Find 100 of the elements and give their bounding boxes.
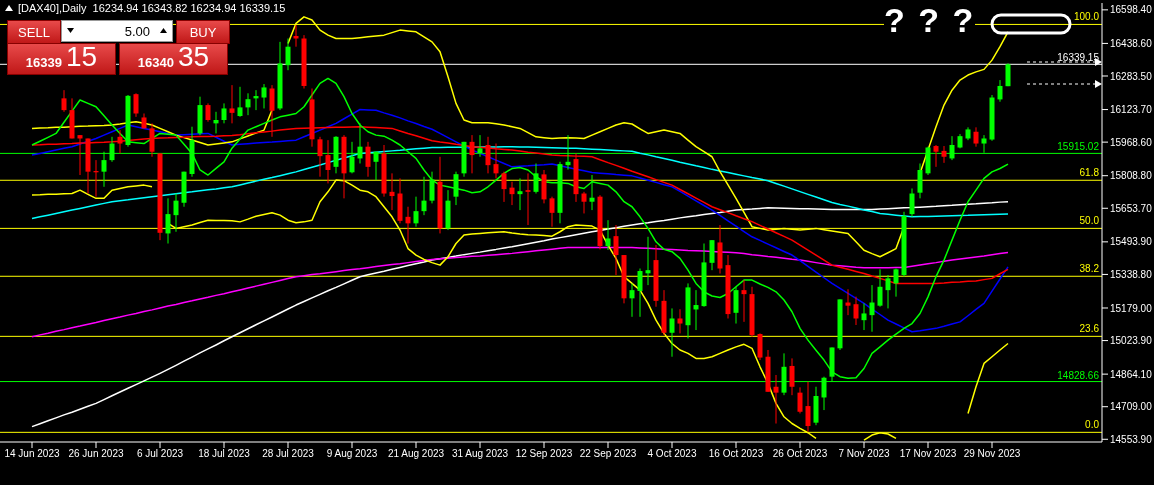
- candlestick: [613, 224, 619, 276]
- ref-line-label: 16339.15: [1057, 52, 1100, 64]
- ref-line-label: 15915.02: [1057, 141, 1100, 153]
- candlestick: [877, 268, 883, 308]
- candlestick: [637, 268, 643, 318]
- candlestick: [909, 187, 915, 218]
- candlestick: [845, 288, 851, 316]
- candlestick: [797, 386, 803, 414]
- candlestick: [317, 136, 323, 178]
- x-tick-label: 18 Jul 2023: [198, 448, 251, 460]
- x-tick-label: 31 Aug 2023: [451, 448, 509, 460]
- annotation: 23.6: [1079, 323, 1099, 336]
- chart-title: [DAX40],Daily: [18, 2, 87, 14]
- candlestick: [117, 129, 123, 154]
- x-tick-label: 26 Jun 2023: [68, 448, 124, 460]
- ref-line-label: 14828.66: [1057, 369, 1100, 381]
- candlestick: [389, 172, 395, 211]
- candlestick: [133, 92, 139, 118]
- candlestick: [709, 239, 715, 271]
- candlestick: [429, 171, 435, 204]
- candlestick: [789, 357, 795, 396]
- annotation: 35: [178, 41, 210, 72]
- x-tick-label: 12 Sep 2023: [515, 448, 573, 460]
- annotation: 100.0: [1073, 11, 1099, 24]
- annotation: 15: [66, 41, 98, 72]
- y-tick-label: 15653.70: [1110, 202, 1153, 214]
- candlestick: [493, 143, 499, 179]
- candlestick: [733, 286, 739, 325]
- candlestick: [365, 141, 371, 178]
- annotation: 50.0: [1079, 215, 1099, 228]
- x-tick-label: 26 Oct 2023: [772, 448, 828, 460]
- candlestick: [997, 79, 1003, 103]
- x-tick-label: 29 Nov 2023: [963, 448, 1021, 460]
- candlestick: [453, 171, 459, 206]
- candlestick: [869, 284, 875, 333]
- candlestick: [261, 83, 267, 109]
- x-tick-label: 14 Jun 2023: [4, 448, 60, 460]
- x-tick-label: 28 Jul 2023: [262, 448, 315, 460]
- candlestick: [629, 282, 635, 318]
- candlestick: [405, 206, 411, 244]
- annotation: 16340: [137, 55, 174, 70]
- candlestick: [605, 219, 611, 251]
- y-tick-label: 16598.40: [1110, 4, 1153, 16]
- candlestick: [285, 38, 291, 71]
- y-tick-label: 14553.90: [1110, 433, 1153, 445]
- annotation: 16339: [25, 55, 62, 70]
- annotation: 61.8: [1079, 167, 1099, 180]
- annotation: SELL: [7, 20, 61, 44]
- candlestick: [533, 162, 539, 195]
- y-tick-label: 14864.10: [1110, 368, 1153, 380]
- x-tick-label: 6 Jul 2023: [136, 448, 184, 460]
- y-tick-label: 16123.70: [1110, 104, 1153, 116]
- candlestick: [741, 279, 747, 323]
- y-tick-label: 16283.50: [1110, 70, 1153, 82]
- candlestick: [469, 134, 475, 174]
- candlestick: [549, 196, 555, 228]
- candlestick: [173, 193, 179, 233]
- y-tick-label: 15968.60: [1110, 136, 1153, 148]
- candlestick: [757, 332, 763, 361]
- annotation: 16234.94 16343.82 16234.94 16339.15: [92, 2, 286, 14]
- y-tick-label: 15338.80: [1110, 268, 1153, 280]
- candlestick: [861, 302, 867, 331]
- candlestick: [933, 144, 939, 168]
- candlestick: [941, 145, 947, 164]
- y-tick-label: 16438.60: [1110, 37, 1153, 49]
- candlestick: [917, 162, 923, 199]
- candlestick: [205, 102, 211, 123]
- candlestick: [669, 307, 675, 358]
- candlestick: [853, 296, 859, 326]
- candlestick: [885, 274, 891, 309]
- x-tick-label: 9 Aug 2023: [326, 448, 378, 460]
- x-tick-label: 21 Aug 2023: [387, 448, 445, 460]
- y-tick-label: 14709.00: [1110, 401, 1153, 413]
- x-tick-label: 22 Sep 2023: [579, 448, 637, 460]
- annotation: ? ? ?: [884, 1, 976, 39]
- candlestick: [589, 174, 595, 211]
- candlestick: [525, 172, 531, 226]
- y-tick-label: 15493.90: [1110, 236, 1153, 248]
- candlestick: [485, 136, 491, 174]
- text-field: 5.00: [61, 20, 173, 42]
- candlestick: [581, 191, 587, 214]
- candlestick: [221, 102, 227, 124]
- candlestick: [61, 89, 67, 113]
- y-tick-label: 15808.80: [1110, 170, 1153, 182]
- candlestick: [645, 236, 651, 286]
- annotation: 38.2: [1079, 263, 1099, 276]
- x-tick-label: 7 Nov 2023: [838, 448, 891, 460]
- candlestick: [693, 289, 699, 331]
- candlestick: [677, 308, 683, 334]
- candlestick: [805, 381, 811, 433]
- candlestick: [325, 139, 331, 184]
- candlestick: [245, 92, 251, 116]
- candlestick: [893, 268, 899, 298]
- candlestick: [509, 181, 515, 206]
- x-tick-label: 16 Oct 2023: [708, 448, 764, 460]
- annotation: 0.0: [1085, 419, 1099, 432]
- candlestick: [421, 176, 427, 216]
- annotation: BUY: [189, 24, 217, 40]
- candlestick: [229, 84, 235, 124]
- candlestick: [517, 177, 523, 211]
